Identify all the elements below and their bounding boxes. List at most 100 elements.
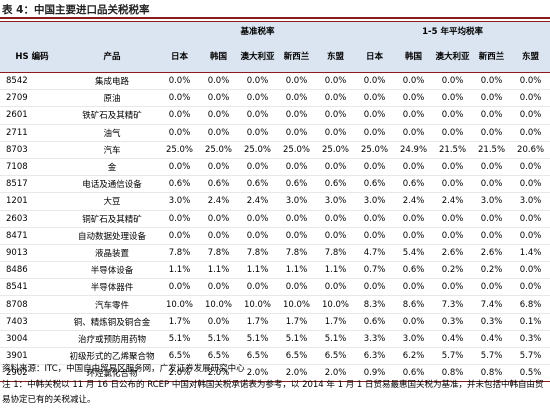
rate-cell: 1.7% (160, 313, 199, 331)
rate-cell: 0.6% (355, 313, 395, 331)
rate-cell: 0.0% (355, 124, 395, 142)
rate-cell: 0.0% (316, 89, 356, 108)
rate-cell: 25.0% (277, 141, 316, 159)
rate-cell: 1.7% (316, 313, 356, 331)
product: 汽车零件 (64, 295, 160, 314)
rate-cell: 0.0% (394, 124, 434, 142)
rate-cell: 0.3% (433, 313, 473, 331)
rate-cell: 0.0% (355, 72, 395, 91)
source-text: 资料来源：ITC，中国自由贸易区服务网，广发证券发展研究中心 (2, 364, 245, 374)
header-row: 基准税率 1-5 年平均税率 (0, 21, 550, 42)
rate-cell: 0.0% (511, 158, 550, 177)
hs-code: 7403 (0, 313, 64, 331)
product: 汽车 (64, 141, 160, 159)
column-header: 产品 (64, 42, 160, 73)
rate-cell: 7.8% (199, 244, 238, 263)
rate-cell: 0.0% (472, 227, 512, 245)
rate-cell: 1.1% (199, 261, 238, 280)
rate-cell: 5.7% (433, 347, 473, 366)
rate-cell: 0.6% (277, 175, 316, 194)
rate-cell: 0.0% (199, 106, 238, 125)
rate-cell: 1.4% (511, 244, 550, 263)
product: 集成电路 (64, 72, 160, 91)
hs-code: 8703 (0, 141, 64, 159)
rate-cell: 0.6% (355, 175, 395, 194)
table-row: 2603 铜矿石及其精矿 0.0% 0.0% 0.0% 0.0% 0.0% 0.0% 0.0% 0… (0, 210, 550, 228)
rate-cell: 8.6% (394, 295, 434, 314)
rate-cell: 0.0% (355, 227, 395, 245)
product: 金 (64, 158, 160, 177)
rate-cell: 0.0% (511, 210, 550, 228)
rate-cell: 0.6% (316, 175, 356, 194)
rate-cell: 0.0% (511, 124, 550, 142)
rate-cell: 0.2% (472, 261, 512, 280)
tariff-table: 基准税率 1-5 年平均税率 HS 编码 产品 日本 韩国 澳大利亚 新西兰 东盟 日本 韩国 澳大利… (0, 21, 550, 383)
rate-cell: 0.6% (238, 175, 277, 194)
rate-cell: 0.7% (355, 261, 395, 280)
table-row: 8703 汽车 25.0% 25.0% 25.0% 25.0% 25.0% 25.0% 24.9… (0, 141, 550, 159)
hs-code: 2711 (0, 124, 64, 142)
rate-cell: 0.0% (160, 106, 199, 125)
rate-cell: 4.7% (355, 244, 395, 263)
rate-cell: 7.3% (433, 295, 473, 314)
rate-cell: 0.0% (277, 210, 316, 228)
hs-code: 2603 (0, 210, 64, 228)
column-header: 新西兰 (277, 42, 316, 73)
rate-cell: 3.3% (355, 330, 395, 349)
rate-cell: 0.0% (355, 158, 395, 177)
product: 大豆 (64, 192, 160, 211)
rate-cell: 0.0% (238, 278, 277, 297)
rate-cell: 0.4% (433, 330, 473, 349)
rate-cell: 25.0% (238, 141, 277, 159)
rate-cell: 0.0% (355, 278, 395, 297)
rate-cell: 5.1% (277, 330, 316, 349)
rate-cell: 0.0% (394, 210, 434, 228)
column-header: 日本 (160, 42, 199, 73)
rate-cell: 0.0% (238, 89, 277, 108)
rate-cell: 25.0% (160, 141, 199, 159)
column-header: 韩国 (394, 42, 434, 73)
rate-cell: 2.0% (199, 364, 238, 383)
rate-cell: 10.0% (238, 295, 277, 314)
rate-cell: 25.0% (316, 141, 356, 159)
rate-cell: 0.0% (394, 227, 434, 245)
rate-cell: 0.1% (511, 313, 550, 331)
rate-cell: 0.0% (433, 278, 473, 297)
rate-cell: 0.6% (160, 175, 199, 194)
rate-cell: 0.8% (472, 364, 512, 383)
rate-cell: 0.0% (316, 106, 356, 125)
rate-cell: 0.0% (277, 278, 316, 297)
rate-cell: 3.0% (472, 192, 512, 211)
rate-cell: 5.4% (394, 244, 434, 263)
rate-cell: 0.0% (277, 124, 316, 142)
rate-cell: 5.1% (316, 330, 356, 349)
hs-code: 2601 (0, 106, 64, 125)
hs-code: 2902 (0, 364, 64, 383)
hs-code: 8517 (0, 175, 64, 194)
rate-cell: 6.5% (160, 347, 199, 366)
rate-cell: 0.0% (316, 158, 356, 177)
table-row: 2902 环烃氯化合物 2.0% 2.0% 2.0% 2.0% 2.0% 0.9% 0.6% 0.… (0, 364, 550, 383)
product: 初级形式的乙烯聚合物 (64, 347, 160, 366)
rate-cell: 0.0% (472, 175, 512, 194)
rate-cell: 5.7% (511, 347, 550, 366)
table-row: 8541 半导体器件 0.0% 0.0% 0.0% 0.0% 0.0% 0.0% 0.0% 0.0… (0, 278, 550, 297)
rate-cell: 0.0% (472, 278, 512, 297)
column-header: 澳大利亚 (433, 42, 473, 73)
rate-cell: 0.0% (316, 278, 356, 297)
table-body: 8542 集成电路 0.0% 0.0% 0.0% 0.0% 0.0% 0.0% 0.0% 0.0%… (0, 72, 550, 383)
rate-cell: 0.0% (511, 278, 550, 297)
rate-cell: 0.0% (472, 72, 512, 91)
product: 半导体器件 (64, 278, 160, 297)
rate-cell: 0.0% (394, 278, 434, 297)
rate-cell: 0.0% (355, 106, 395, 125)
rate-cell: 0.0% (433, 210, 473, 228)
hs-code: 7108 (0, 158, 64, 177)
rate-cell: 7.4% (472, 295, 512, 314)
rate-cell: 3.0% (316, 192, 356, 211)
table-head: 基准税率 1-5 年平均税率 HS 编码 产品 日本 韩国 澳大利亚 新西兰 东盟 日本 韩国 澳大利… (0, 21, 550, 73)
column-header: 东盟 (511, 42, 550, 73)
rate-cell: 0.0% (199, 227, 238, 245)
table-title: 表 4：中国主要进口品关税税率 (2, 4, 150, 16)
rate-cell: 0.0% (160, 210, 199, 228)
